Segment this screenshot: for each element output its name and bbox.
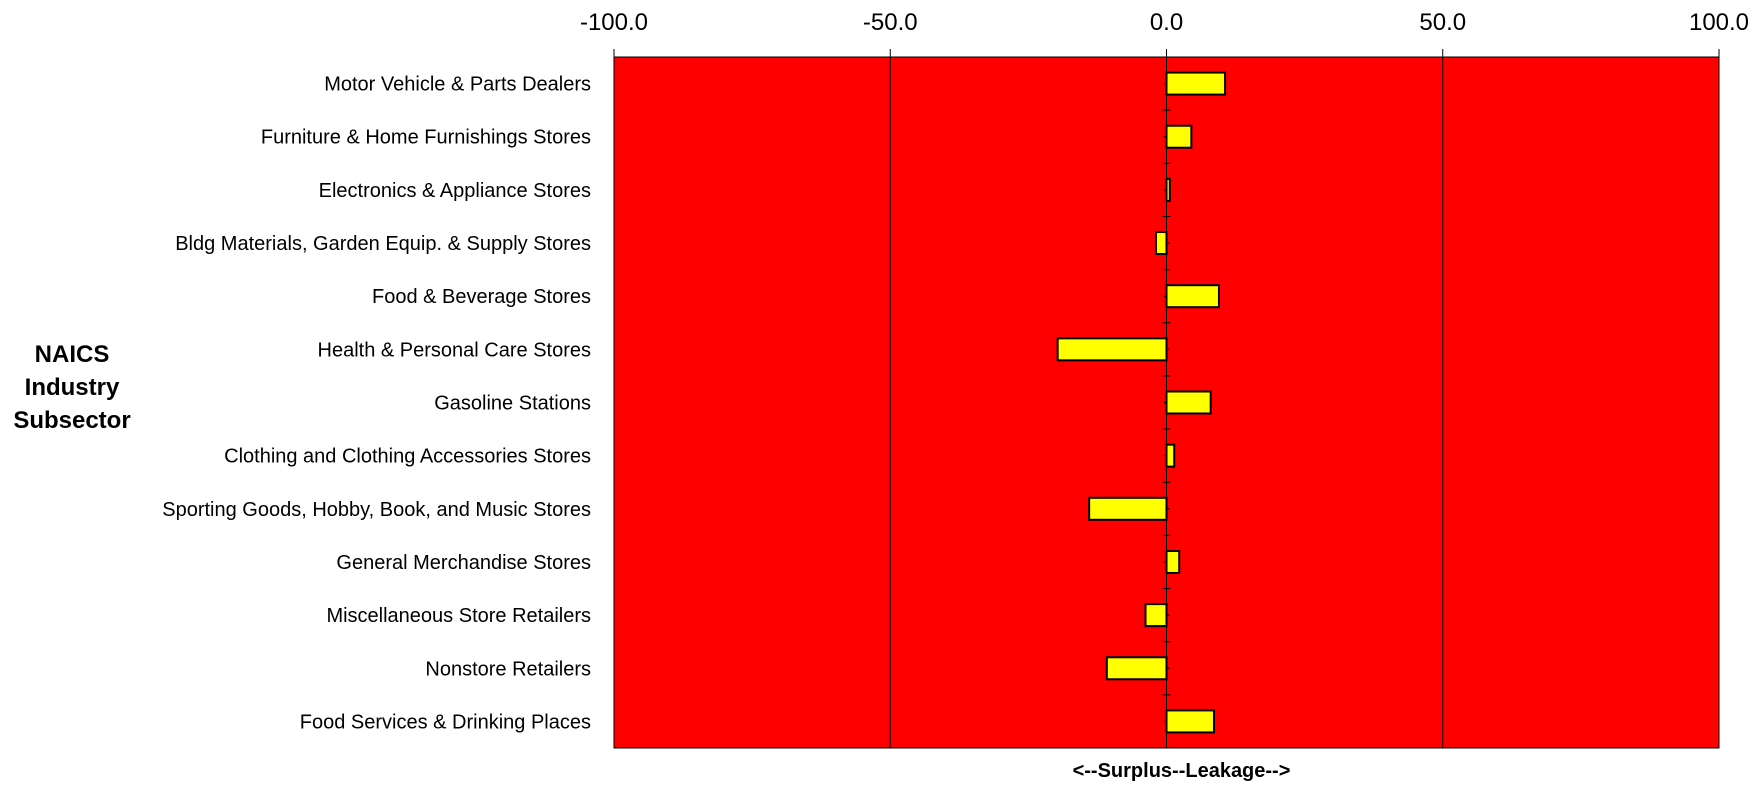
category-label: Furniture & Home Furnishings Stores — [261, 127, 591, 149]
x-tick-label: 50.0 — [1419, 9, 1466, 36]
bar — [1165, 549, 1181, 574]
bar — [1155, 231, 1168, 256]
category-label: Sporting Goods, Hobby, Book, and Music S… — [162, 499, 591, 521]
category-label: Miscellaneous Store Retailers — [326, 605, 591, 627]
bar — [1165, 71, 1227, 96]
bar — [1165, 124, 1193, 149]
category-label: Motor Vehicle & Parts Dealers — [324, 74, 591, 96]
x-tick-label: 100.0 — [1689, 9, 1749, 36]
bar — [1165, 709, 1216, 734]
category-label: Clothing and Clothing Accessories Stores — [224, 446, 591, 468]
bar — [1165, 284, 1220, 309]
x-axis-label: <--Surplus--Leakage--> — [1073, 760, 1291, 782]
category-label: Electronics & Appliance Stores — [319, 180, 591, 202]
category-label: Food & Beverage Stores — [372, 286, 591, 308]
y-axis-title-line: Subsector — [13, 407, 131, 434]
y-axis-title: NAICS Industry Subsector — [0, 338, 144, 437]
y-axis-title-line: NAICS — [34, 341, 110, 368]
category-label: Bldg Materials, Garden Equip. & Supply S… — [175, 233, 591, 255]
bar — [1165, 443, 1176, 468]
bar — [1088, 496, 1168, 521]
category-label: Nonstore Retailers — [425, 658, 591, 680]
category-label: Gasoline Stations — [434, 393, 591, 415]
x-tick-label: 0.0 — [1150, 9, 1183, 36]
bar — [1056, 337, 1168, 362]
y-axis-title-line: Industry — [24, 374, 120, 401]
x-tick-label: -100.0 — [580, 9, 648, 36]
x-tick-label: -50.0 — [863, 9, 918, 36]
category-label: General Merchandise Stores — [336, 552, 591, 574]
category-label: Food Services & Drinking Places — [300, 711, 591, 733]
category-label: Health & Personal Care Stores — [318, 339, 591, 361]
bar — [1144, 603, 1168, 628]
bar — [1105, 656, 1168, 681]
bar — [1165, 390, 1212, 415]
